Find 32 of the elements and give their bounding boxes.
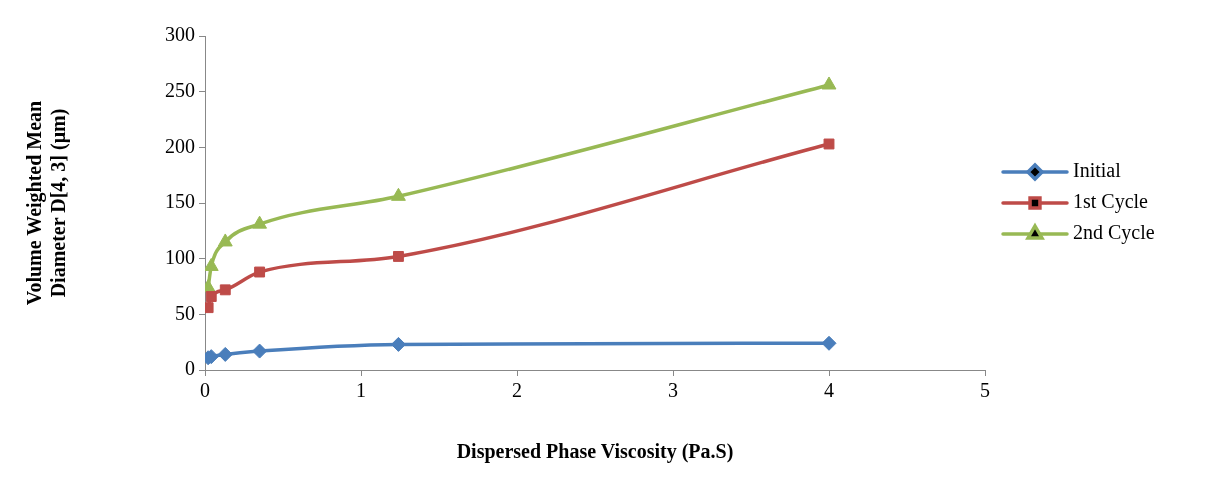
x-tick-label: 2 xyxy=(512,379,522,402)
point xyxy=(392,250,404,262)
y-tick-label: 150 xyxy=(165,190,195,213)
y-tick-label: 50 xyxy=(175,301,195,324)
point xyxy=(390,336,406,352)
point xyxy=(205,291,217,302)
x-tick-label: 0 xyxy=(200,379,210,402)
point xyxy=(254,266,266,278)
y-tick-label: 200 xyxy=(165,134,195,157)
point xyxy=(219,284,231,296)
point xyxy=(821,335,837,351)
y-tick-label: 250 xyxy=(165,78,195,101)
x-tick-label: 1 xyxy=(356,379,366,402)
y-tick-label: 100 xyxy=(165,245,195,268)
legend-label: 1st Cycle xyxy=(1073,190,1149,214)
y-tick-label: 0 xyxy=(185,357,195,380)
point xyxy=(252,343,268,359)
x-axis-title: Dispersed Phase Viscosity (Pa.S) xyxy=(456,440,734,464)
legend-label: Initial xyxy=(1073,159,1122,182)
x-tick-label: 5 xyxy=(980,379,990,402)
point xyxy=(217,346,233,362)
x-tick-label: 4 xyxy=(824,379,834,402)
point xyxy=(823,138,835,150)
y-axis-title: Volume Weighted Mean Diameter D[4, 3] (μm) xyxy=(23,100,71,306)
legend-label: 2nd Cycle xyxy=(1073,221,1155,245)
point xyxy=(821,76,837,90)
point xyxy=(205,257,219,271)
x-tick-label: 3 xyxy=(668,379,678,402)
point xyxy=(252,215,268,229)
y-tick-label: 300 xyxy=(165,23,195,46)
point xyxy=(391,187,406,201)
point xyxy=(217,233,233,247)
